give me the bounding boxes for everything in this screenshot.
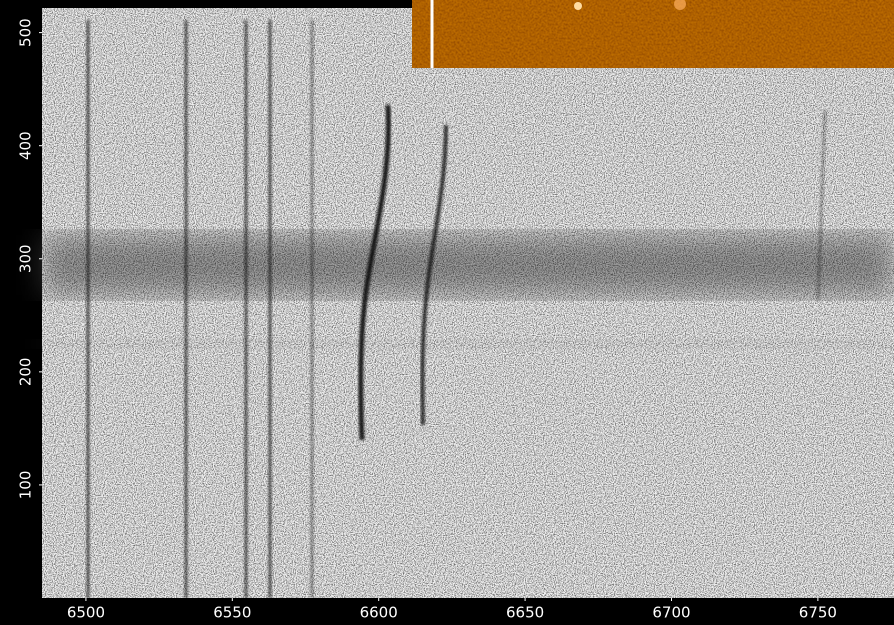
y-tick-label: 400: [17, 131, 35, 160]
noise-texture: [42, 8, 894, 598]
inset-texture: [412, 0, 894, 68]
x-tick-label: 6500: [67, 604, 105, 622]
x-tick-label: 6600: [360, 604, 398, 622]
axes: 6500 6550 6600 6650 6700 6750 100 200 300 400 500: [17, 18, 837, 621]
y-tick-label: 100: [17, 471, 35, 500]
inset-star: [674, 0, 686, 10]
x-tick-label: 6750: [799, 604, 837, 622]
y-tick-label: 300: [17, 244, 35, 273]
x-tick-label: 6700: [652, 604, 690, 622]
x-tick-label: 6650: [506, 604, 544, 622]
y-tick-label: 200: [17, 358, 35, 387]
x-tick-label: 6550: [213, 604, 251, 622]
y-tick-label: 500: [17, 18, 35, 47]
inset-star: [574, 2, 582, 10]
